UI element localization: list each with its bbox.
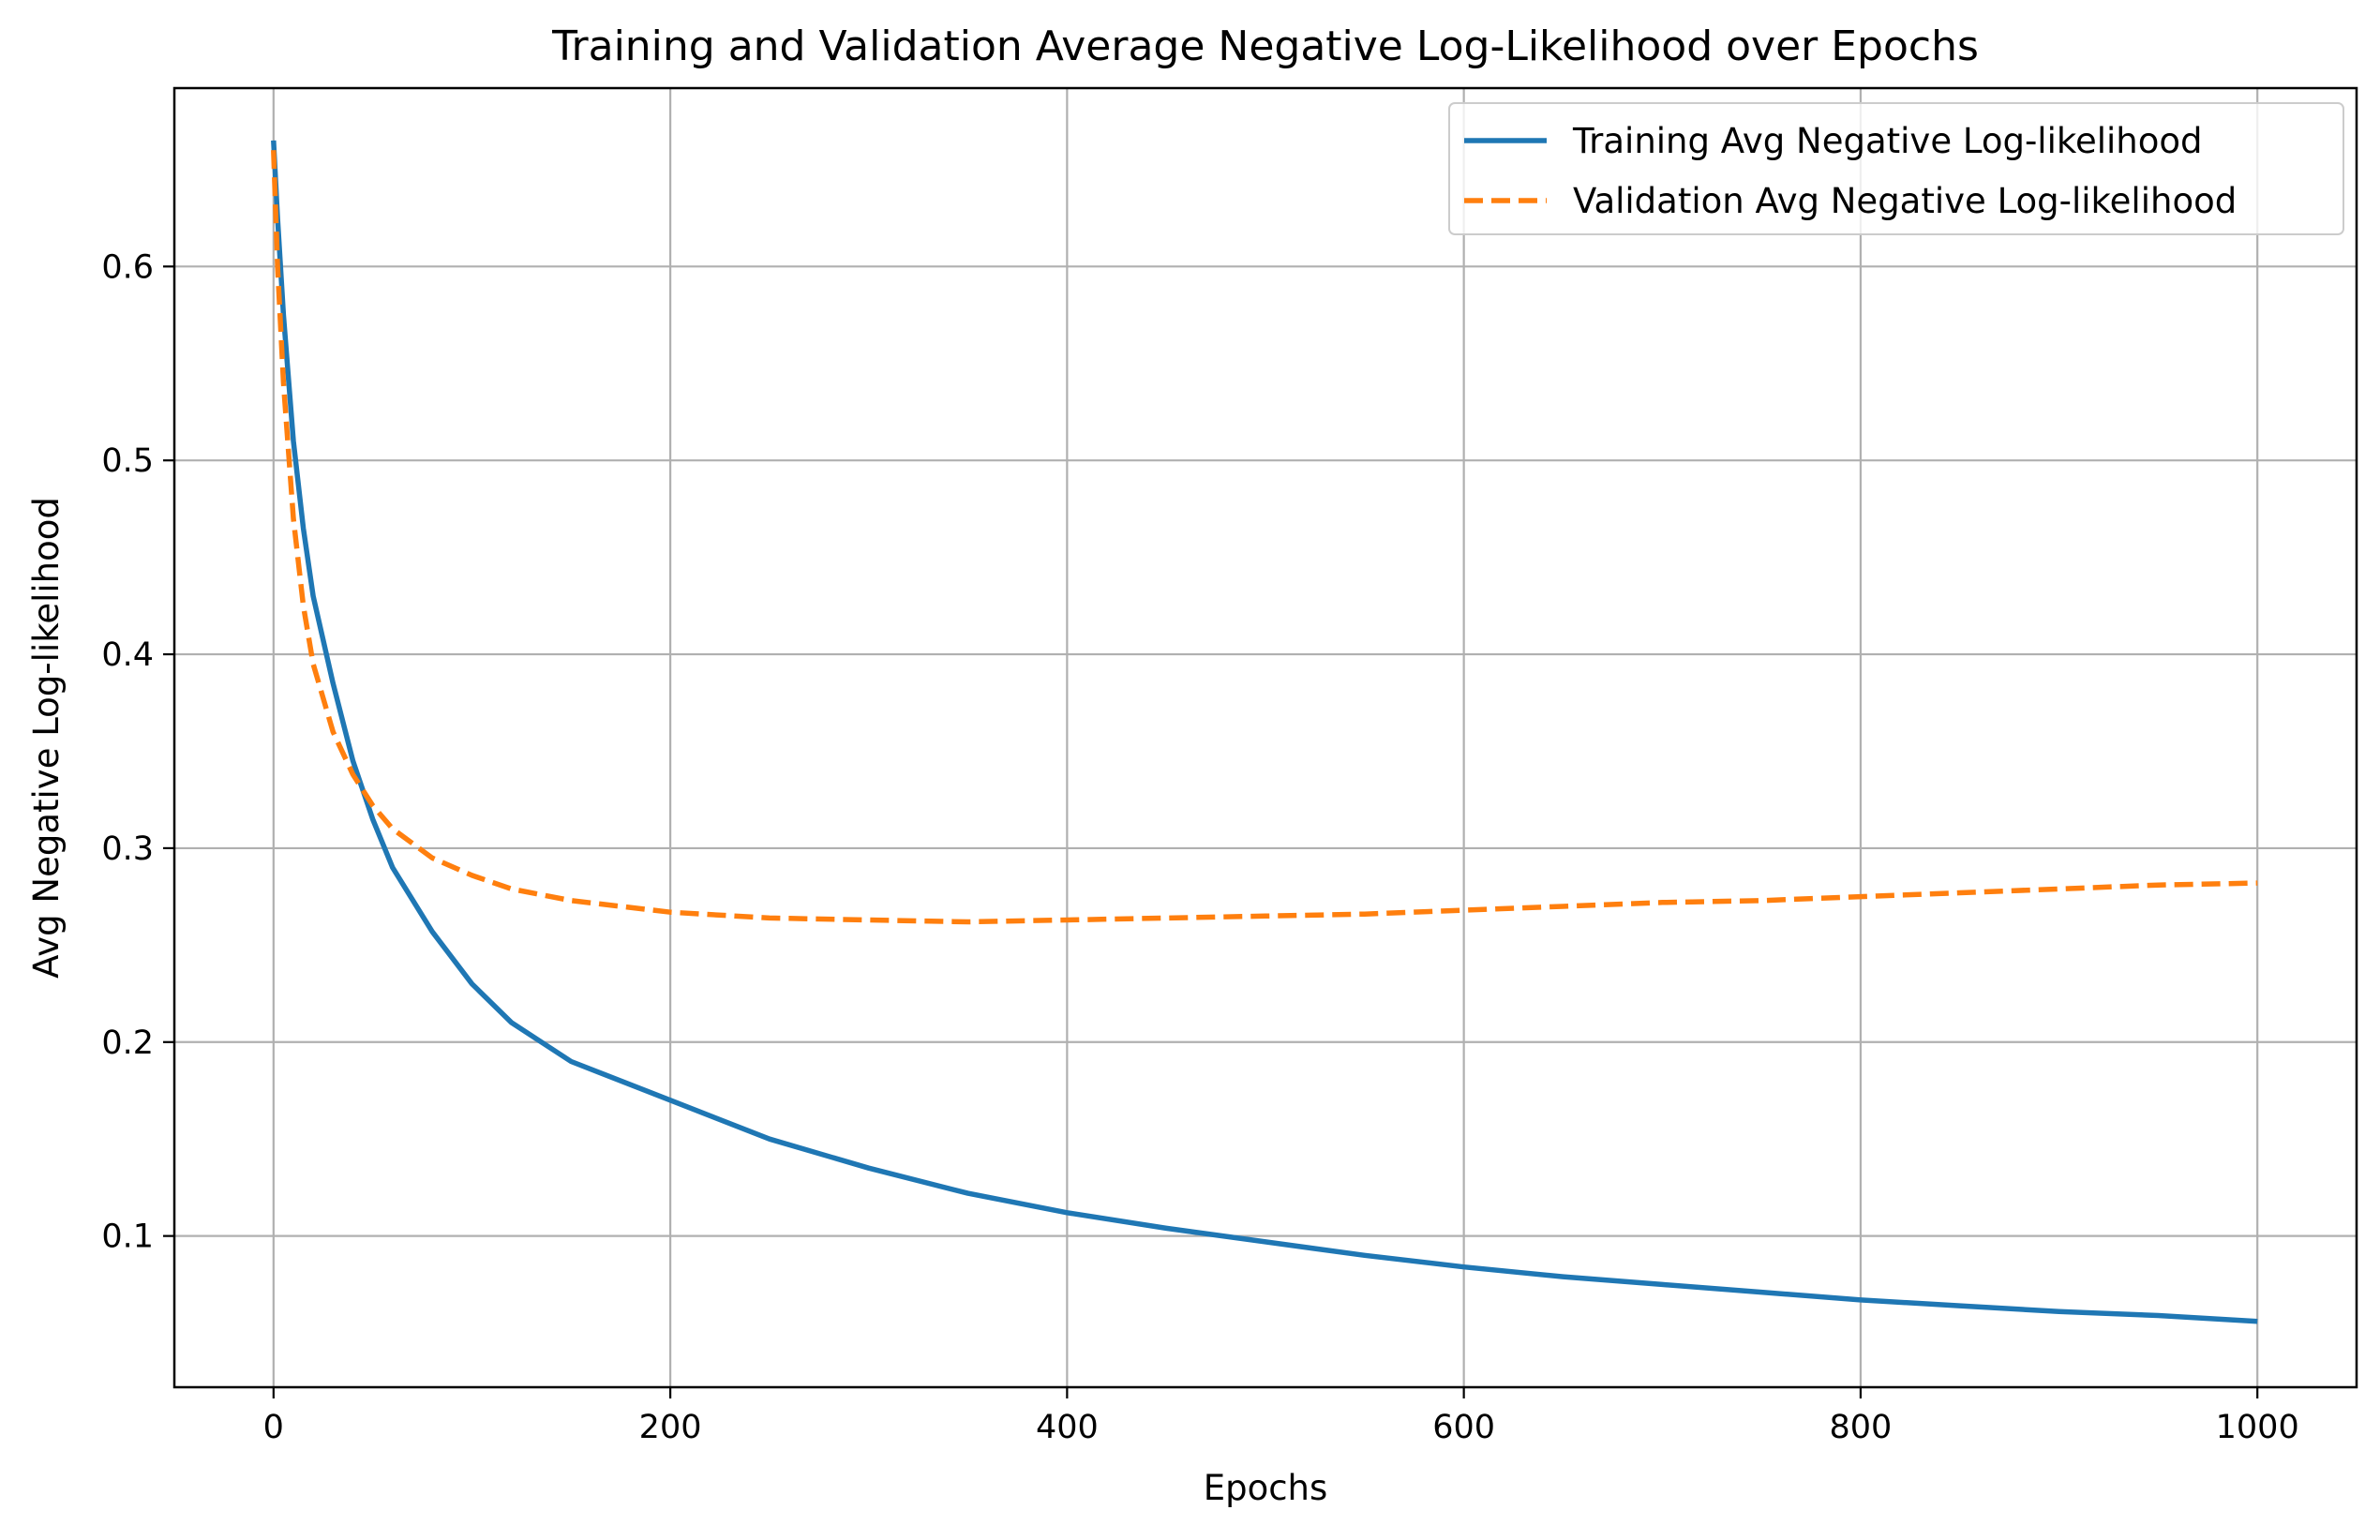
training-series-line [271, 140, 2258, 1324]
legend-label-validation: Validation Avg Negative Log-likelihood [1573, 181, 2237, 221]
series-lines [271, 140, 2258, 1324]
plot-area-frame [172, 86, 2358, 1389]
x-tick-label: 800 [1830, 1409, 1893, 1446]
y-tick-label: 0.5 [101, 442, 154, 480]
chart-title: Training and Validation Average Negative… [551, 22, 1979, 70]
x-tick-label: 200 [639, 1409, 702, 1446]
y-tick-label: 0.6 [101, 248, 154, 286]
x-tick-label: 400 [1036, 1409, 1099, 1446]
y-tick-label: 0.3 [101, 830, 154, 868]
y-axis-label: Avg Negative Log-likelihood [26, 497, 67, 979]
y-tick-label: 0.2 [101, 1024, 154, 1062]
legend: Training Avg Negative Log-likelihood Val… [1448, 102, 2344, 235]
x-tick-label: 600 [1432, 1409, 1495, 1446]
x-tick-label: 0 [263, 1409, 284, 1446]
y-tick-label: 0.1 [101, 1219, 154, 1256]
validation-series-line [271, 150, 2258, 925]
axis-ticks: 0 200 400 600 800 1000 0.1 0.2 0.3 0.4 0.5 0.6 [101, 248, 2298, 1446]
legend-box [1448, 102, 2344, 235]
x-axis-label: Epochs [1204, 1468, 1328, 1508]
x-tick-label: 1000 [2216, 1409, 2299, 1446]
y-tick-label: 0.4 [101, 636, 154, 674]
legend-label-training: Training Avg Negative Log-likelihood [1572, 121, 2203, 161]
